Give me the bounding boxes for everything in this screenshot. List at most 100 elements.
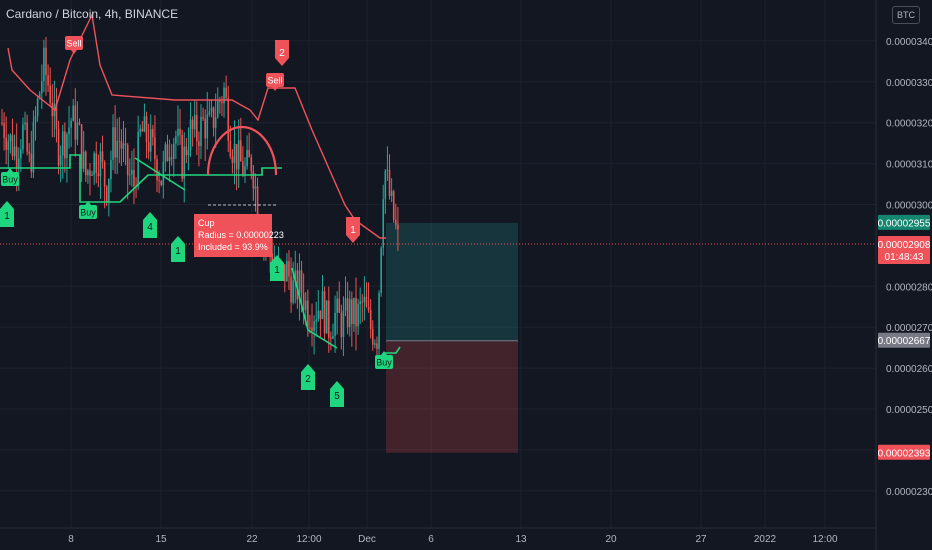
signal-label-box bbox=[1, 172, 19, 186]
candle bbox=[47, 75, 49, 86]
signal-label: Buy bbox=[376, 358, 392, 368]
candle bbox=[311, 327, 313, 332]
signal-pointer bbox=[381, 351, 387, 355]
entry-price-tag-box bbox=[878, 332, 930, 348]
candle bbox=[118, 140, 121, 142]
marker-label: 2 bbox=[279, 48, 285, 59]
candle bbox=[237, 140, 240, 170]
candle bbox=[388, 169, 391, 197]
candle bbox=[395, 219, 397, 225]
buy-marker bbox=[0, 201, 14, 227]
x-tick-label: 2022 bbox=[754, 534, 777, 545]
candle bbox=[256, 186, 259, 222]
candle bbox=[361, 301, 364, 303]
candle bbox=[363, 296, 366, 303]
candle bbox=[11, 135, 14, 157]
candle bbox=[198, 141, 200, 147]
candle bbox=[49, 85, 51, 104]
candle bbox=[330, 337, 332, 339]
candle bbox=[365, 296, 368, 307]
candle bbox=[304, 300, 307, 311]
candle bbox=[55, 103, 58, 129]
support-line bbox=[0, 154, 282, 203]
candle bbox=[72, 105, 75, 121]
candle bbox=[128, 174, 131, 176]
candle bbox=[233, 143, 236, 163]
candle bbox=[124, 143, 127, 145]
candle bbox=[327, 300, 330, 338]
target-price-tag: 0.00002955 bbox=[878, 218, 931, 229]
marker-label: 1 bbox=[4, 211, 10, 222]
x-tick-label: 20 bbox=[605, 534, 617, 545]
x-tick-label: 8 bbox=[68, 534, 74, 545]
candle bbox=[13, 146, 16, 157]
candle bbox=[154, 137, 156, 160]
candle bbox=[355, 297, 357, 327]
candle bbox=[126, 144, 129, 176]
candle bbox=[307, 300, 309, 328]
candle bbox=[292, 280, 294, 303]
candle bbox=[149, 129, 152, 152]
candle bbox=[378, 292, 380, 349]
candle bbox=[114, 127, 116, 158]
candle bbox=[332, 335, 334, 339]
buy-marker bbox=[171, 236, 185, 262]
candle bbox=[240, 140, 242, 162]
candle bbox=[248, 149, 250, 158]
candle bbox=[191, 119, 194, 130]
candle bbox=[170, 157, 173, 159]
candle bbox=[1, 122, 3, 124]
candle bbox=[32, 121, 35, 173]
candle bbox=[386, 169, 389, 171]
candle bbox=[41, 81, 43, 94]
signal-markers: Buy Buy Buy Sell Sell 1 4 1 1 2 5 2 1 Cup Radius = 0.0… bbox=[0, 36, 393, 407]
candle bbox=[204, 118, 206, 139]
candle bbox=[91, 174, 93, 176]
candle bbox=[116, 140, 119, 158]
candle bbox=[296, 270, 299, 300]
candle bbox=[382, 199, 385, 248]
candle bbox=[133, 170, 135, 187]
candle bbox=[214, 117, 217, 128]
x-tick-label: Dec bbox=[358, 534, 376, 545]
signal-label: Buy bbox=[80, 208, 96, 218]
candle bbox=[5, 138, 7, 150]
candle bbox=[371, 329, 374, 345]
cup-annotation-box bbox=[194, 214, 272, 257]
candle bbox=[80, 124, 83, 169]
x-tick-label: 15 bbox=[155, 534, 167, 545]
signal-pointer bbox=[71, 50, 77, 54]
candle bbox=[200, 117, 202, 147]
signal-label-box bbox=[266, 73, 284, 87]
candle bbox=[112, 127, 114, 160]
cup-annotation-text: Included = 93.9% bbox=[198, 242, 268, 252]
candle bbox=[64, 131, 66, 159]
candle bbox=[288, 261, 290, 277]
candle bbox=[392, 191, 395, 220]
candle bbox=[38, 93, 41, 99]
x-tick-label: 13 bbox=[515, 534, 527, 545]
candle bbox=[254, 186, 257, 189]
countdown-tag: 01:48:43 bbox=[885, 252, 924, 263]
candle bbox=[57, 128, 60, 166]
candle bbox=[156, 159, 158, 181]
signal-pointer bbox=[7, 168, 13, 172]
candle bbox=[17, 158, 20, 168]
candle bbox=[290, 276, 292, 303]
candle bbox=[189, 119, 192, 151]
candle bbox=[231, 156, 234, 163]
candle bbox=[367, 306, 370, 310]
candle bbox=[206, 114, 209, 139]
marker-label: 1 bbox=[175, 246, 181, 257]
candle bbox=[235, 143, 238, 170]
candle bbox=[68, 127, 70, 135]
candle bbox=[30, 153, 33, 173]
currency-button[interactable]: BTC bbox=[892, 6, 920, 24]
marker-label: 1 bbox=[274, 265, 280, 276]
candle bbox=[70, 120, 72, 128]
